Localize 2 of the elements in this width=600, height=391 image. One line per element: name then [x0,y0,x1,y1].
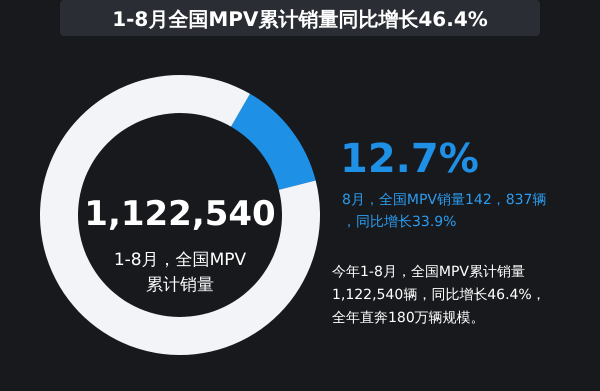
annotation: 1,122,540 [84,194,276,234]
title: 1-8月全国MPV累计销量同比增长46.4% [112,7,488,31]
